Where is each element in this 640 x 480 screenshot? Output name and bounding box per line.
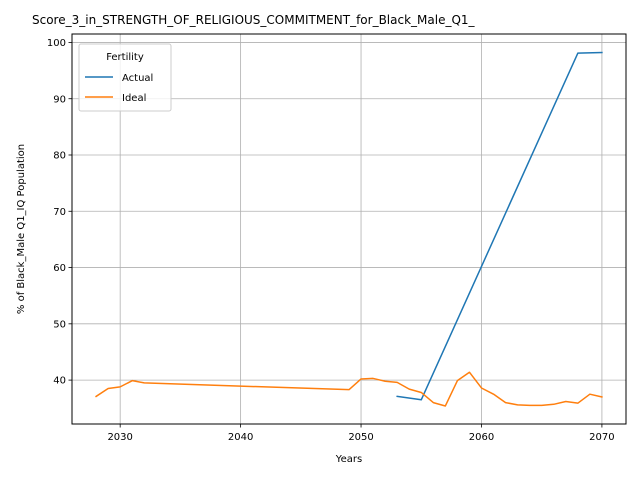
legend-label-actual: Actual (122, 73, 153, 84)
y-tick-label: 90 (53, 94, 66, 105)
chart-title: Score_3_in_STRENGTH_OF_RELIGIOUS_COMMITM… (32, 13, 476, 27)
y-tick-label: 70 (53, 207, 66, 218)
y-axis-label: % of Black_Male Q1_IQ Population (16, 144, 27, 314)
plot-frame (71, 33, 627, 425)
legend-title: Fertility (106, 52, 144, 63)
x-tick-label: 2040 (228, 432, 253, 443)
series-lines (95, 51, 603, 407)
legend-label-ideal: Ideal (122, 93, 146, 104)
y-tick-label: 40 (53, 376, 66, 387)
y-tick-label: 80 (53, 151, 66, 162)
legend: Fertility Actual Ideal (78, 43, 172, 112)
x-axis-label: Years (335, 454, 362, 465)
x-tick-label: 2050 (348, 432, 373, 443)
series-line-actual (396, 51, 603, 401)
y-axis-ticks: 40 50 60 70 80 90 100 (47, 38, 72, 387)
y-tick-label: 100 (47, 38, 66, 49)
y-tick-label: 50 (53, 319, 66, 330)
x-tick-label: 2060 (469, 432, 494, 443)
x-tick-label: 2030 (107, 432, 132, 443)
y-tick-label: 60 (53, 263, 66, 274)
x-axis-ticks: 2030 2040 2050 2060 2070 (107, 424, 615, 443)
legend-box (78, 43, 172, 112)
x-tick-label: 2070 (589, 432, 614, 443)
series-line-ideal (95, 371, 603, 407)
legend-items: Actual Ideal (85, 73, 153, 104)
